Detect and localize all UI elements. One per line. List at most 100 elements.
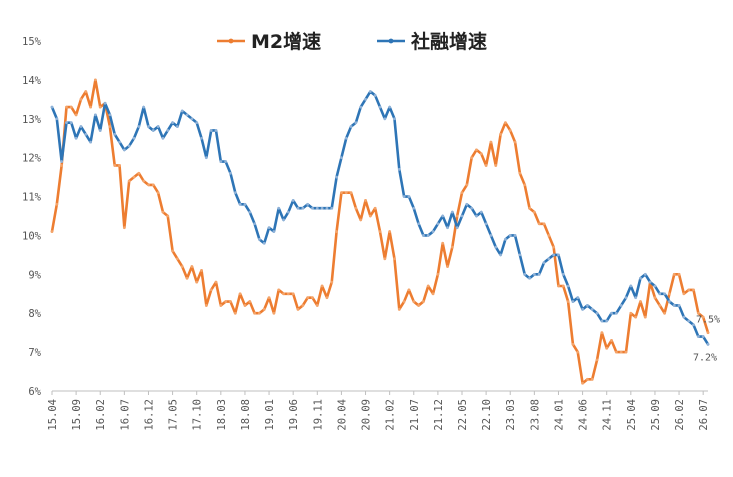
data-point: [552, 245, 556, 249]
data-point: [629, 284, 633, 288]
data-point: [610, 311, 613, 315]
data-point: [532, 272, 536, 276]
y-tick-label: 13%: [22, 114, 42, 126]
x-tick-label: 20.04: [336, 399, 348, 431]
data-point: [84, 90, 88, 93]
data-point: [238, 202, 242, 206]
data-point: [161, 210, 165, 214]
x-tick-label: 21.07: [409, 399, 421, 431]
data-point: [349, 191, 353, 195]
data-point: [320, 206, 324, 210]
data-point: [69, 105, 73, 109]
data-point: [98, 105, 102, 109]
data-point: [605, 319, 609, 323]
data-point: [180, 265, 184, 268]
data-point: [79, 125, 83, 128]
data-point: [195, 121, 199, 125]
x-tick-label: 19.06: [288, 399, 300, 431]
data-point: [426, 234, 430, 237]
x-tick-label: 17.10: [192, 399, 204, 431]
data-point: [619, 350, 623, 354]
data-point: [590, 377, 594, 381]
legend-label: M2增速: [251, 30, 321, 53]
data-point: [171, 249, 174, 253]
data-point: [118, 140, 121, 144]
data-point: [489, 140, 493, 144]
data-point: [706, 342, 710, 346]
data-point: [315, 304, 319, 307]
data-point: [320, 284, 324, 288]
x-tick-label: 16.02: [95, 399, 107, 431]
data-point: [248, 300, 252, 303]
data-point: [137, 171, 141, 175]
data-point: [311, 206, 314, 210]
data-point: [65, 121, 68, 125]
data-point: [465, 183, 469, 187]
data-point: [108, 125, 112, 128]
data-point: [475, 214, 478, 218]
data-point: [233, 191, 237, 195]
data-point: [489, 234, 493, 237]
data-point: [668, 300, 671, 303]
x-tick-label: 20.09: [361, 399, 373, 431]
data-point: [282, 218, 285, 222]
data-point: [581, 381, 584, 385]
data-point: [272, 311, 276, 315]
data-point: [330, 206, 334, 210]
data-point: [682, 315, 686, 319]
data-point: [161, 136, 165, 140]
data-point: [624, 296, 628, 300]
x-tick-label: 18.03: [216, 399, 228, 431]
data-point: [455, 214, 459, 218]
data-point: [219, 304, 223, 307]
data-point: [378, 230, 382, 233]
data-point: [229, 171, 232, 175]
data-point: [142, 179, 146, 183]
x-tick-label: 15.04: [47, 399, 59, 431]
data-point: [586, 304, 589, 307]
data-point: [639, 276, 642, 280]
x-axis: 15.04 15.09 16.02 16.07 16.12 17.05 17.10 18.03…: [47, 390, 710, 431]
data-point: [537, 272, 541, 276]
data-point: [354, 206, 358, 210]
data-point: [65, 105, 68, 109]
data-point: [653, 296, 657, 300]
data-point: [258, 237, 261, 241]
data-point: [253, 311, 256, 315]
data-point: [417, 222, 420, 226]
data-point: [692, 323, 695, 327]
data-point: [479, 210, 483, 214]
data-point: [412, 206, 416, 210]
data-point: [364, 199, 367, 202]
data-point: [465, 202, 469, 206]
data-point: [701, 335, 705, 338]
data-point: [552, 253, 556, 257]
data-point: [60, 164, 64, 167]
data-point: [494, 164, 498, 167]
data-point: [204, 156, 208, 160]
data-point: [79, 97, 83, 101]
data-point: [532, 210, 536, 214]
data-point: [687, 319, 691, 323]
data-point: [209, 129, 213, 132]
data-point: [648, 280, 652, 284]
data-point: [291, 292, 295, 296]
data-point: [291, 199, 295, 202]
data-point: [388, 230, 392, 233]
data-point: [706, 331, 710, 335]
data-point: [243, 304, 247, 307]
data-point: [267, 226, 271, 230]
data-point: [94, 78, 97, 82]
data-point: [108, 113, 112, 117]
data-point: [262, 241, 266, 245]
y-tick-label: 7%: [28, 347, 41, 359]
data-point: [200, 136, 203, 140]
data-point: [614, 311, 618, 315]
data-point: [441, 241, 445, 245]
x-tick-label: 15.09: [71, 399, 83, 431]
data-point: [122, 226, 126, 230]
data-point: [677, 272, 681, 276]
data-point: [494, 245, 498, 249]
data-point: [605, 346, 609, 350]
data-point: [132, 136, 136, 140]
